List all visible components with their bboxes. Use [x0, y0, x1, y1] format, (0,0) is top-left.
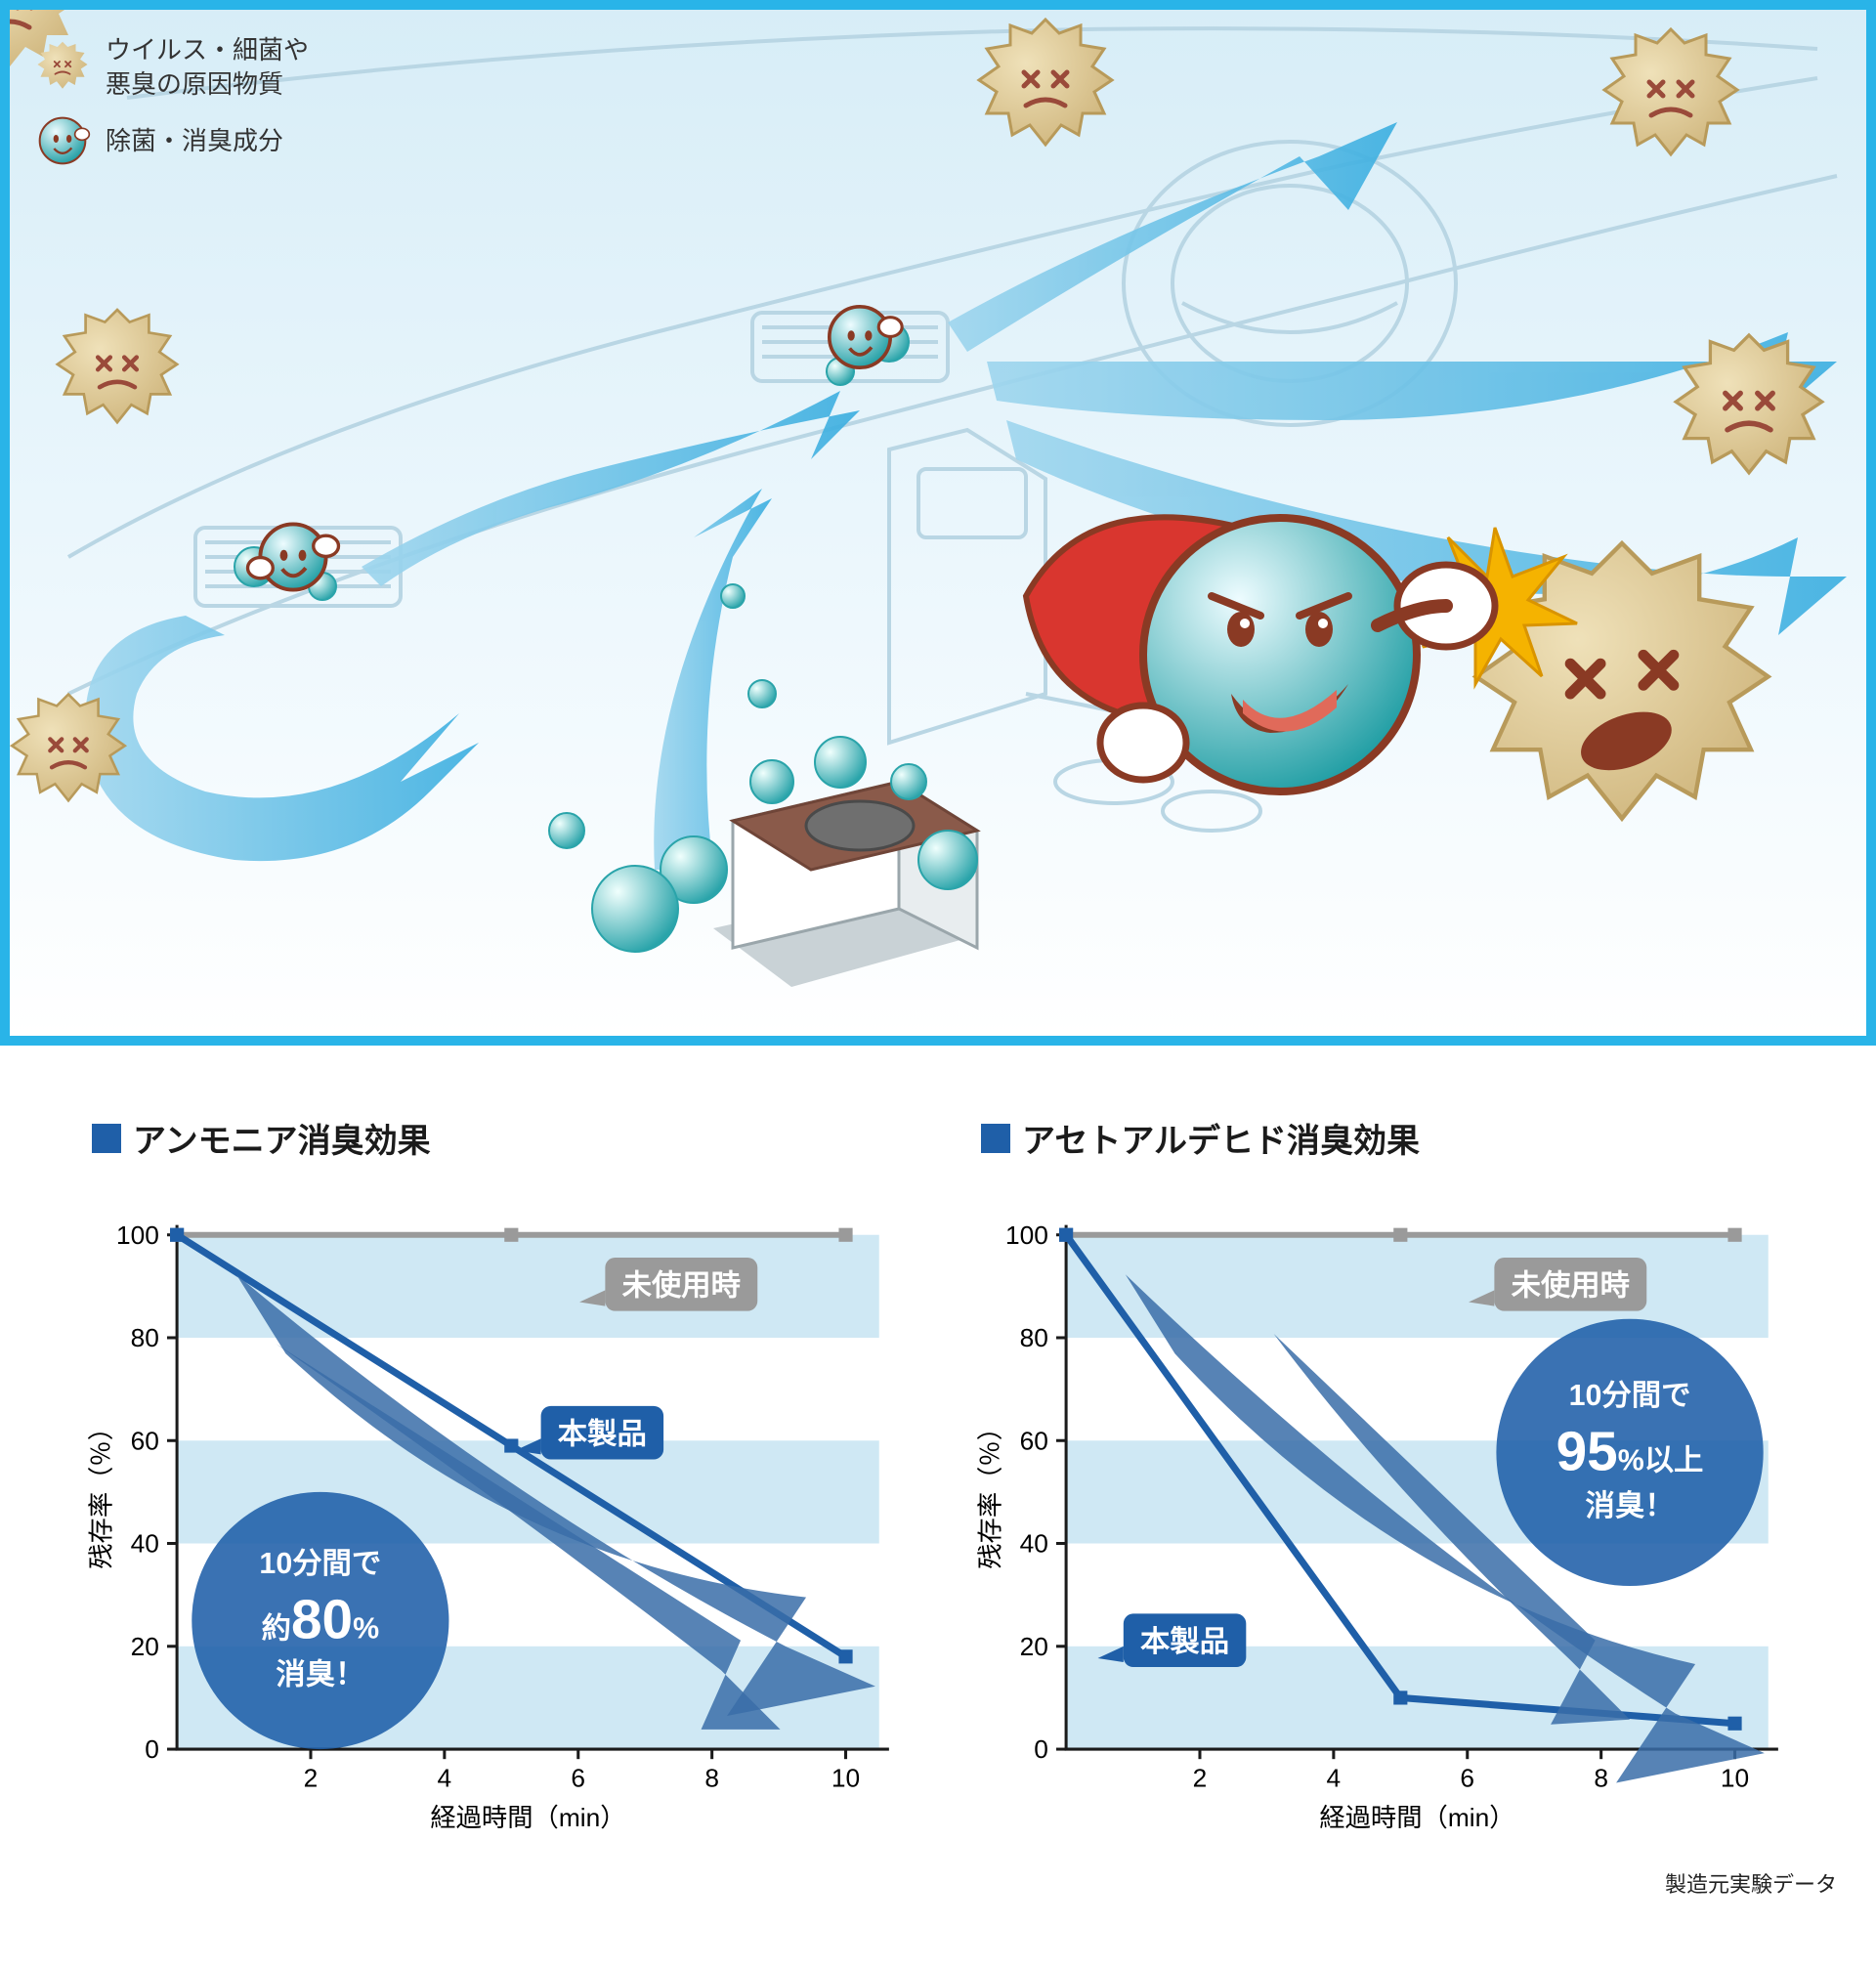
chart-title: アセトアルデヒド消臭効果: [977, 1114, 1788, 1162]
title-square-icon: [92, 1124, 121, 1153]
svg-text:100: 100: [1005, 1220, 1048, 1250]
svg-text:4: 4: [438, 1764, 452, 1793]
svg-text:経過時間（min）: 経過時間（min）: [430, 1803, 625, 1832]
title-square-icon: [981, 1124, 1010, 1153]
svg-text:残存率（％）: 残存率（％）: [88, 1415, 115, 1569]
svg-text:60: 60: [131, 1426, 159, 1455]
svg-text:0: 0: [1034, 1734, 1048, 1764]
chart-title-text: アセトアルデヒド消臭効果: [1022, 1114, 1420, 1162]
legend-virus-label: ウイルス・細菌や 悪臭の原因物質: [106, 33, 309, 102]
svg-text:80: 80: [1020, 1323, 1048, 1352]
svg-text:10分間で: 10分間で: [1569, 1379, 1691, 1412]
svg-text:2: 2: [1193, 1764, 1208, 1793]
chart-acetaldehyde: アセトアルデヒド消臭効果 0 20 40 60 80 100 2 4 6 8 10 残存率（％） 経過時…: [977, 1114, 1788, 1848]
svg-text:10: 10: [1721, 1764, 1749, 1793]
illustration-legend: ウイルス・細菌や 悪臭の原因物質 除菌・消臭成分: [33, 33, 309, 180]
svg-text:8: 8: [1594, 1764, 1608, 1793]
illustration-panel: ウイルス・細菌や 悪臭の原因物質 除菌・消臭成分: [0, 0, 1876, 1046]
legend-agent-label: 除菌・消臭成分: [106, 124, 283, 158]
svg-text:4: 4: [1327, 1764, 1342, 1793]
svg-text:0: 0: [145, 1734, 159, 1764]
virus-icon: [33, 38, 92, 97]
svg-text:20: 20: [1020, 1632, 1048, 1661]
footer-note: 製造元実験データ: [0, 1867, 1876, 1918]
svg-text:100: 100: [116, 1220, 159, 1250]
svg-text:本製品: 本製品: [558, 1417, 647, 1450]
svg-text:本製品: 本製品: [1140, 1625, 1229, 1658]
svg-text:6: 6: [571, 1764, 585, 1793]
svg-text:10分間で: 10分間で: [259, 1547, 381, 1580]
chart-ammonia: アンモニア消臭効果 0 20 40 60 80 100 2 4 6 8 10 残存率（％） 経過時間（m…: [88, 1114, 899, 1848]
svg-text:10: 10: [831, 1764, 860, 1793]
svg-text:6: 6: [1460, 1764, 1474, 1793]
agent-icon: [33, 111, 92, 170]
svg-text:40: 40: [1020, 1529, 1048, 1559]
svg-text:2: 2: [304, 1764, 319, 1793]
svg-text:残存率（％）: 残存率（％）: [977, 1415, 1004, 1569]
svg-text:未使用時: 未使用時: [622, 1268, 741, 1302]
chart-title-text: アンモニア消臭効果: [133, 1114, 431, 1162]
svg-text:消臭！: 消臭！: [1586, 1489, 1675, 1522]
svg-text:20: 20: [131, 1632, 159, 1661]
svg-text:60: 60: [1020, 1426, 1048, 1455]
charts-row: アンモニア消臭効果 020406080100246810残存率（％）経過時間（m…: [0, 1046, 1876, 1867]
svg-text:40: 40: [131, 1529, 159, 1559]
svg-text:80: 80: [131, 1323, 159, 1352]
chart-title: アンモニア消臭効果: [88, 1114, 899, 1162]
svg-text:消臭！: 消臭！: [276, 1657, 364, 1690]
svg-text:8: 8: [704, 1764, 719, 1793]
svg-text:未使用時: 未使用時: [1512, 1268, 1630, 1302]
svg-text:経過時間（min）: 経過時間（min）: [1319, 1803, 1514, 1832]
